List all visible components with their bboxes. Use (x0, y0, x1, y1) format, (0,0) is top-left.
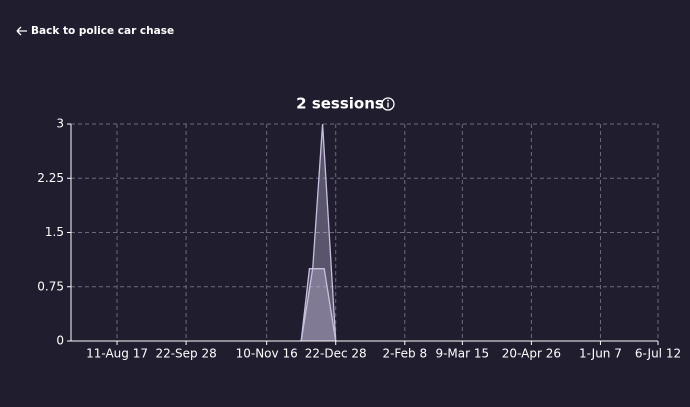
info-circle[interactable] (381, 97, 395, 111)
back-link[interactable]: Back to police car chase (16, 25, 174, 37)
back-link-text[interactable]: Back to police car chase (31, 25, 174, 37)
x-tick-label: 10-Nov 16 (236, 347, 298, 361)
chart-title: 2 sessions (296, 95, 384, 113)
back-arrow[interactable] (16, 26, 27, 36)
x-tick-label: 9-Mar 15 (435, 347, 489, 361)
x-tick-label: 6-Jul 12 (635, 347, 681, 361)
x-tick-label: 2-Feb 8 (382, 347, 427, 361)
line (300, 123, 337, 342)
y-tick-label: 0 (56, 334, 64, 348)
x-tick-label: 20-Apr 26 (502, 347, 561, 361)
y-tick-label: 0.75 (37, 279, 64, 293)
x-tick-label: 11-Aug 17 (86, 347, 148, 361)
y-tick-label: 3 (56, 117, 64, 131)
y-tick-label: 1.5 (45, 225, 64, 239)
x-tick-label: 22-Dec 28 (305, 347, 367, 361)
line (300, 268, 337, 342)
plot: 0 0.75 1.5 2.25 3 11-Aug 17 22-Sep 28 10-Nov 16… (37, 117, 681, 361)
info-dot[interactable] (387, 99, 389, 102)
x-tick-label: 22-Sep 28 (155, 347, 216, 361)
y-tick-label: 2.25 (37, 171, 64, 185)
info-icon[interactable] (381, 97, 395, 111)
x-tick-label: 1-Jun 7 (579, 347, 622, 361)
